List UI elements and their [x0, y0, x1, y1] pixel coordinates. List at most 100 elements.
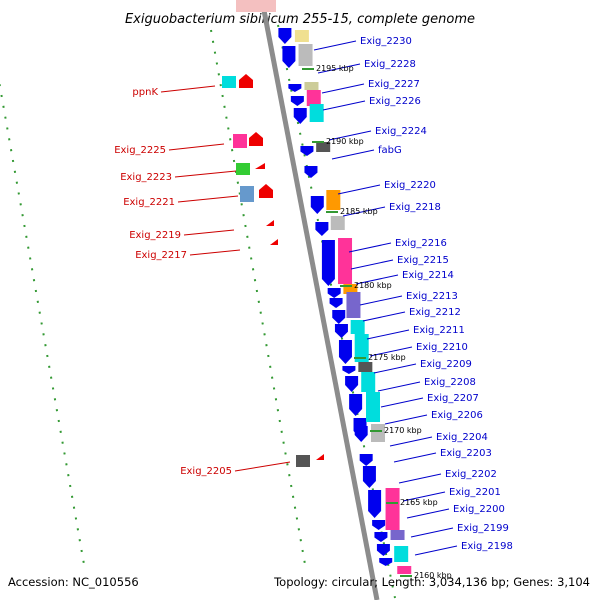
- gene-label: ppnK: [132, 87, 158, 98]
- forward-gene-arrow: [338, 340, 352, 364]
- gene-label: Exig_2217: [135, 250, 187, 261]
- gene-leader-line: [177, 195, 239, 203]
- forward-gene-arrow: [374, 532, 388, 542]
- cog-category-box: [306, 90, 321, 106]
- gene-leader-line: [183, 229, 235, 236]
- reverse-gene-arrow: [266, 220, 274, 226]
- cog-category-box: [309, 104, 324, 122]
- gene-label: Exig_2198: [461, 541, 513, 552]
- gene-label: Exig_2203: [440, 448, 492, 459]
- gene-label: fabG: [378, 145, 402, 156]
- gene-leader-line: [322, 100, 366, 111]
- cog-category-box: [385, 488, 400, 530]
- cog-category-box: [294, 30, 309, 42]
- forward-gene-arrow: [315, 222, 329, 236]
- gene-leader-line: [362, 311, 406, 322]
- gene-label: Exig_2223: [120, 172, 172, 183]
- position-marker: 2180 kbp: [354, 281, 392, 290]
- forward-gene-arrow: [310, 196, 324, 214]
- forward-gene-arrow: [304, 166, 318, 178]
- forward-gene-arrow: [376, 544, 390, 556]
- forward-gene-arrow: [332, 310, 346, 324]
- gene-leader-line: [377, 381, 421, 392]
- cog-category-box: [394, 546, 409, 562]
- forward-gene-arrow: [329, 298, 343, 308]
- gene-leader-line: [331, 149, 375, 160]
- gene-leader-line: [348, 242, 392, 253]
- cog-category-box: [397, 566, 412, 574]
- gene-leader-line: [337, 184, 381, 195]
- reverse-cog-box: [222, 76, 236, 88]
- reverse-cog-box: [296, 455, 310, 467]
- gene-label: Exig_2230: [360, 36, 412, 47]
- gene-label: Exig_2209: [420, 359, 472, 370]
- forward-gene-arrow: [379, 558, 393, 566]
- genome-backbone: [259, 0, 380, 600]
- gene-label: Exig_2208: [424, 377, 476, 388]
- gene-label: Exig_2214: [402, 270, 454, 281]
- gene-leader-line: [359, 295, 403, 306]
- cog-category-box: [346, 292, 361, 318]
- cog-category-box: [370, 424, 385, 442]
- forward-gene-arrow: [282, 46, 296, 68]
- gene-label: Exig_2204: [436, 432, 488, 443]
- gene-leader-line: [321, 83, 365, 94]
- cog-category-box: [298, 44, 313, 66]
- gene-leader-line: [174, 170, 237, 178]
- forward-gene-arrow: [278, 28, 292, 44]
- cog-category-box: [366, 392, 381, 422]
- gene-label: Exig_2227: [368, 79, 420, 90]
- gene-leader-line: [350, 259, 394, 270]
- leader-layer: [160, 40, 458, 577]
- gene-leader-line: [160, 85, 216, 93]
- cog-category-box: [304, 82, 319, 90]
- gene-label: Exig_2211: [413, 325, 465, 336]
- backbone-layer: [259, 0, 380, 600]
- gene-label: Exig_2205: [180, 466, 232, 477]
- forward-gene-arrow: [290, 96, 304, 106]
- map-title: Exiguobacterium sibiricum 255-15, comple…: [125, 12, 475, 27]
- forward-gene-arrow: [372, 520, 386, 530]
- gene-leader-line: [384, 414, 428, 425]
- forward-gene-arrow: [334, 324, 348, 338]
- cog-category-box: [358, 362, 373, 372]
- genome-summary: Topology: circular; Length: 3,034,136 bp…: [273, 575, 590, 589]
- position-marker: 2195 kbp: [316, 64, 354, 73]
- gene-leader-line: [398, 473, 442, 484]
- gene-leader-line: [393, 452, 437, 463]
- forward-gene-arrow: [342, 366, 356, 374]
- guide-track-inner: [210, 29, 307, 571]
- cog-category-box: [350, 320, 365, 334]
- reverse-cog-box: [233, 134, 247, 148]
- accession-text: Accession: NC_010556: [8, 575, 139, 589]
- cog-category-box: [316, 142, 331, 152]
- gene-leader-line: [369, 346, 413, 357]
- gene-label: Exig_2218: [389, 202, 441, 213]
- reverse-gene-arrow: [255, 163, 265, 169]
- forward-gene-arrow: [293, 108, 307, 124]
- gene-label: Exig_2199: [457, 523, 509, 534]
- gene-label: Exig_2202: [445, 469, 497, 480]
- cog-category-box: [330, 216, 345, 230]
- gene-leader-line: [410, 527, 454, 538]
- feature-layer: [222, 0, 412, 574]
- reverse-gene-arrow: [249, 132, 263, 146]
- gene-leader-line: [317, 63, 361, 74]
- reverse-cog-box: [240, 186, 254, 202]
- position-marker: 2185 kbp: [340, 207, 378, 216]
- clipped-feature-top: [236, 0, 276, 12]
- forward-gene-arrow: [288, 84, 302, 92]
- position-marker: 2160 kbp: [414, 571, 452, 580]
- forward-gene-arrow: [354, 426, 368, 442]
- gene-leader-line: [328, 130, 372, 141]
- gene-leader-line: [402, 491, 446, 502]
- gene-label: Exig_2221: [123, 197, 175, 208]
- guide-track-outer: [0, 81, 86, 571]
- gene-label: Exig_2207: [427, 393, 479, 404]
- gene-label: Exig_2224: [375, 126, 427, 137]
- forward-gene-arrow: [300, 146, 314, 156]
- gene-label: Exig_2201: [449, 487, 501, 498]
- gene-leader-line: [313, 40, 357, 51]
- reverse-gene-arrow: [259, 184, 273, 198]
- forward-gene-arrow: [359, 454, 373, 466]
